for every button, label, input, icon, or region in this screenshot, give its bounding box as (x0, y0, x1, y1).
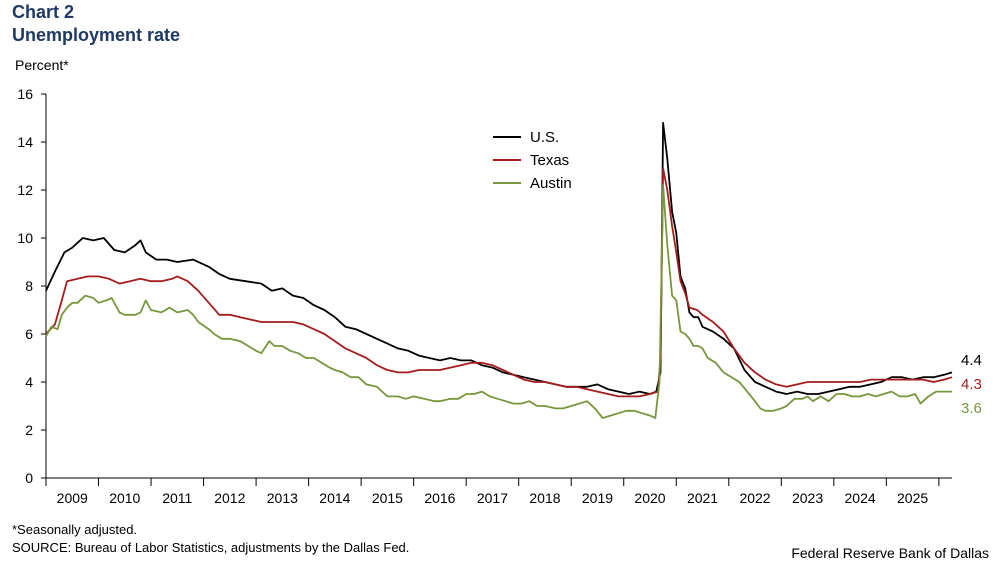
x-tick-label: 2024 (845, 490, 876, 506)
x-tick-label: 2018 (529, 490, 560, 506)
x-tick-label: 2012 (214, 490, 245, 506)
x-tick-label: 2021 (687, 490, 718, 506)
x-tick-label: 2016 (424, 490, 455, 506)
chart-axes: 0 2 4 6 8 10 12 14 16 2009 2010 2011 2012 2013 2014 201… (17, 86, 952, 506)
y-tick-label: 12 (17, 182, 33, 198)
end-label-u-s: 4.4 (961, 352, 982, 369)
chart-legend: U.S. Texas Austin (493, 129, 572, 192)
series-layer (45, 121, 953, 419)
x-tick-label: 2010 (109, 490, 140, 506)
end-label-austin: 3.6 (961, 400, 982, 417)
y-tick-label: 6 (25, 326, 33, 342)
x-tick-label: 2020 (634, 490, 665, 506)
x-tick-label: 2014 (319, 490, 350, 506)
legend-label-u-s: U.S. (530, 129, 559, 146)
chart-number: Chart 2 (12, 2, 75, 22)
x-tick-label: 2015 (372, 490, 403, 506)
end-label-texas: 4.3 (961, 376, 982, 393)
end-labels: 4.4 4.3 3.6 (961, 352, 982, 417)
x-tick-label: 2025 (897, 490, 928, 506)
credit-line: Federal Reserve Bank of Dallas (791, 545, 989, 561)
x-tick-label: 2022 (739, 490, 770, 506)
y-tick-label: 2 (25, 422, 33, 438)
x-tick-label: 2009 (57, 490, 88, 506)
source-note: SOURCE: Bureau of Labor Statistics, adju… (12, 540, 410, 555)
series-line-texas (45, 167, 953, 398)
x-tick-label: 2019 (582, 490, 613, 506)
y-tick-label: 10 (17, 230, 33, 246)
y-tick-label: 14 (17, 134, 33, 150)
series-line-u-s (45, 121, 953, 395)
series-line-austin (45, 184, 952, 419)
x-tick-label: 2023 (792, 490, 823, 506)
legend-label-austin: Austin (530, 175, 572, 192)
line-chart: 0 2 4 6 8 10 12 14 16 2009 2010 2011 2012 2013 2014 201… (17, 86, 982, 506)
y-tick-label: 4 (25, 374, 33, 390)
chart-title: Unemployment rate (12, 25, 181, 45)
y-tick-label: 16 (17, 86, 33, 102)
x-tick-label: 2013 (267, 490, 298, 506)
x-tick-label: 2017 (477, 490, 508, 506)
y-tick-label: 8 (25, 278, 33, 294)
x-tick-label: 2011 (162, 490, 192, 506)
legend-label-texas: Texas (530, 152, 569, 169)
y-tick-label: 0 (25, 470, 33, 486)
y-axis-units-label: Percent* (15, 57, 69, 73)
footnote: *Seasonally adjusted. (12, 522, 138, 537)
